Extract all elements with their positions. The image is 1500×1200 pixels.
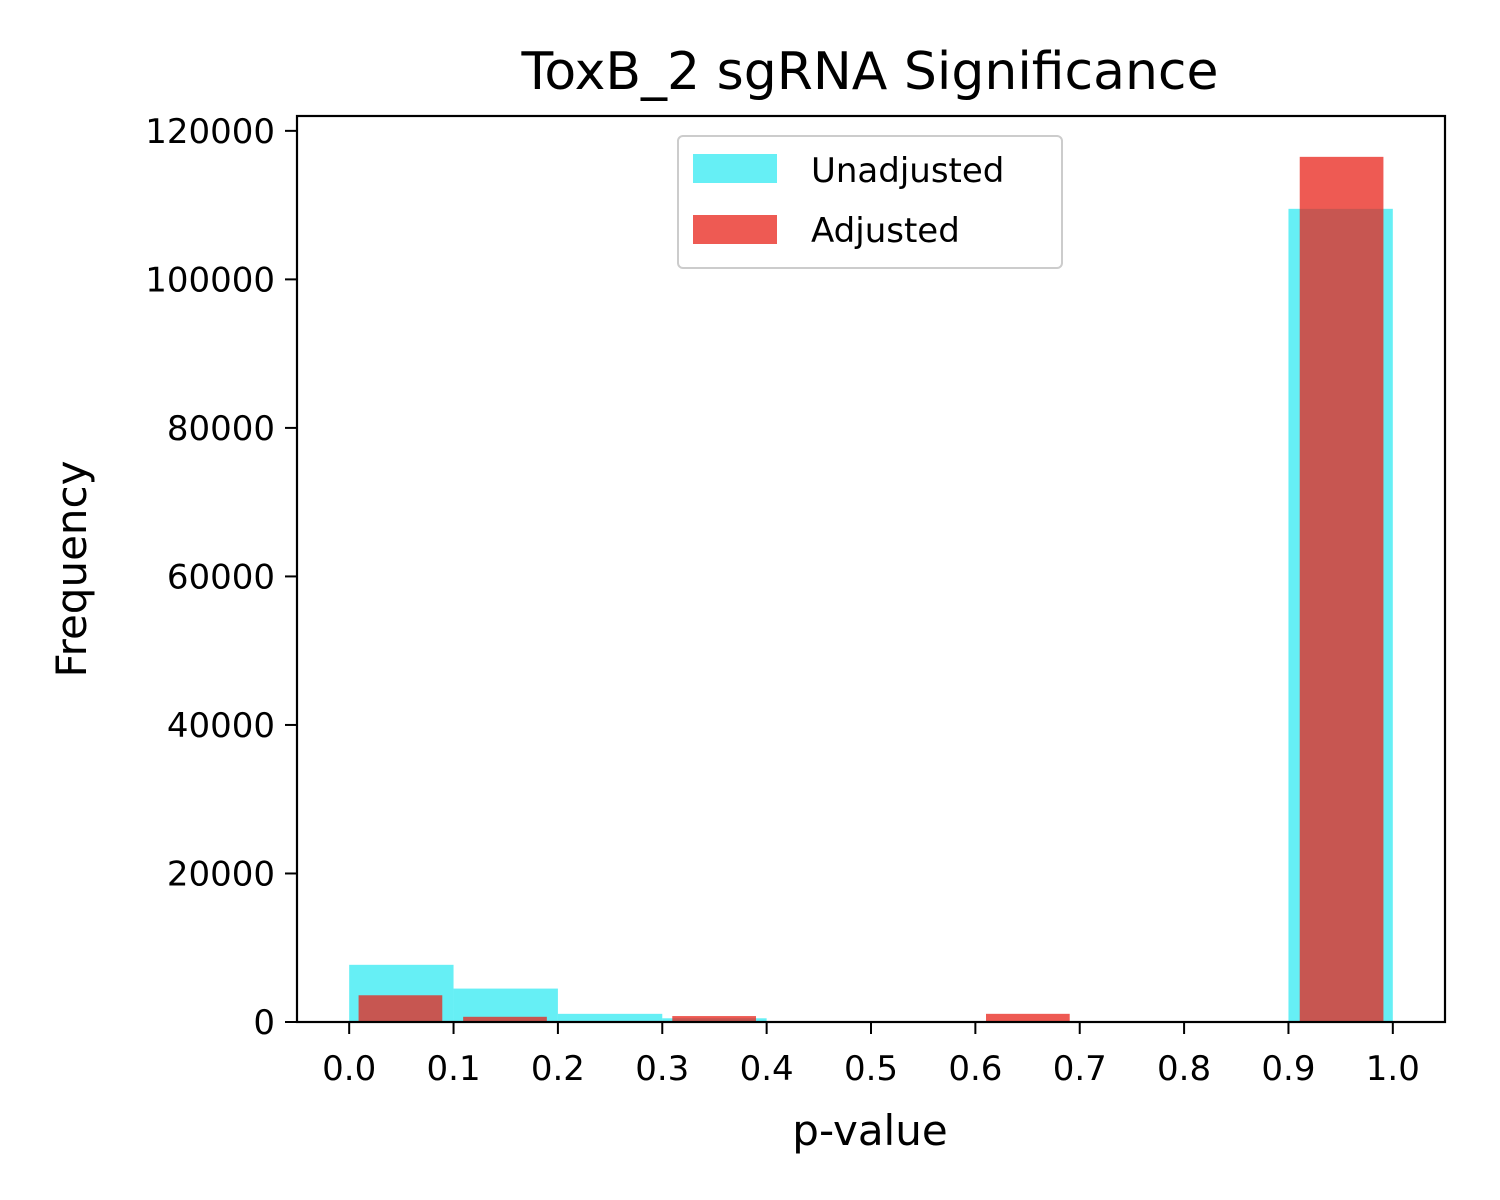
x-tick-label: 0.8 bbox=[1157, 1049, 1211, 1089]
legend-swatch-unadjusted bbox=[693, 154, 777, 183]
y-tick-label: 0 bbox=[253, 1003, 275, 1043]
y-tick-label: 80000 bbox=[167, 409, 275, 449]
x-axis-ticks: 0.0 0.1 0.2 0.3 0.4 0.5 0.6 0.7 0.8 0.9 1.0 bbox=[322, 1022, 1420, 1089]
legend-label-adjusted: Adjusted bbox=[811, 211, 960, 251]
x-tick-label: 0.2 bbox=[531, 1049, 585, 1089]
legend-label-unadjusted: Unadjusted bbox=[811, 151, 1004, 191]
y-tick-label: 20000 bbox=[167, 854, 275, 894]
legend-swatch-adjusted bbox=[693, 215, 777, 244]
x-tick-label: 0.6 bbox=[948, 1049, 1002, 1089]
x-tick-label: 0.4 bbox=[740, 1049, 794, 1089]
x-tick-label: 0.7 bbox=[1053, 1049, 1107, 1089]
y-tick-label: 60000 bbox=[167, 557, 275, 597]
x-tick-label: 0.9 bbox=[1261, 1049, 1315, 1089]
y-tick-label: 120000 bbox=[145, 112, 275, 152]
bar-adjusted-6 bbox=[986, 1013, 1070, 1022]
x-tick-label: 0.0 bbox=[322, 1049, 376, 1089]
chart-title: ToxB_2 sgRNA Significance bbox=[520, 42, 1218, 102]
bar-adjusted-9 bbox=[1299, 156, 1384, 1023]
x-tick-label: 0.1 bbox=[427, 1049, 481, 1089]
bar-adjusted-3 bbox=[672, 1016, 756, 1022]
bar-adjusted-1 bbox=[463, 1016, 547, 1022]
y-tick-label: 40000 bbox=[167, 706, 275, 746]
x-tick-label: 0.5 bbox=[844, 1049, 898, 1089]
x-tick-label: 1.0 bbox=[1366, 1049, 1420, 1089]
bar-adjusted-0 bbox=[358, 995, 443, 1022]
bars-layer bbox=[349, 156, 1393, 1023]
legend: Unadjusted Adjusted bbox=[677, 135, 1063, 269]
x-axis-label: p-value bbox=[792, 1106, 947, 1155]
y-axis-ticks: 0 20000 40000 60000 80000 100000 120000 bbox=[145, 112, 297, 1043]
bar-unadjusted-1 bbox=[453, 988, 558, 1022]
y-tick-label: 100000 bbox=[145, 260, 275, 300]
x-tick-label: 0.3 bbox=[635, 1049, 689, 1089]
bar-unadjusted-2 bbox=[557, 1013, 663, 1022]
y-axis-label: Frequency bbox=[47, 461, 96, 678]
